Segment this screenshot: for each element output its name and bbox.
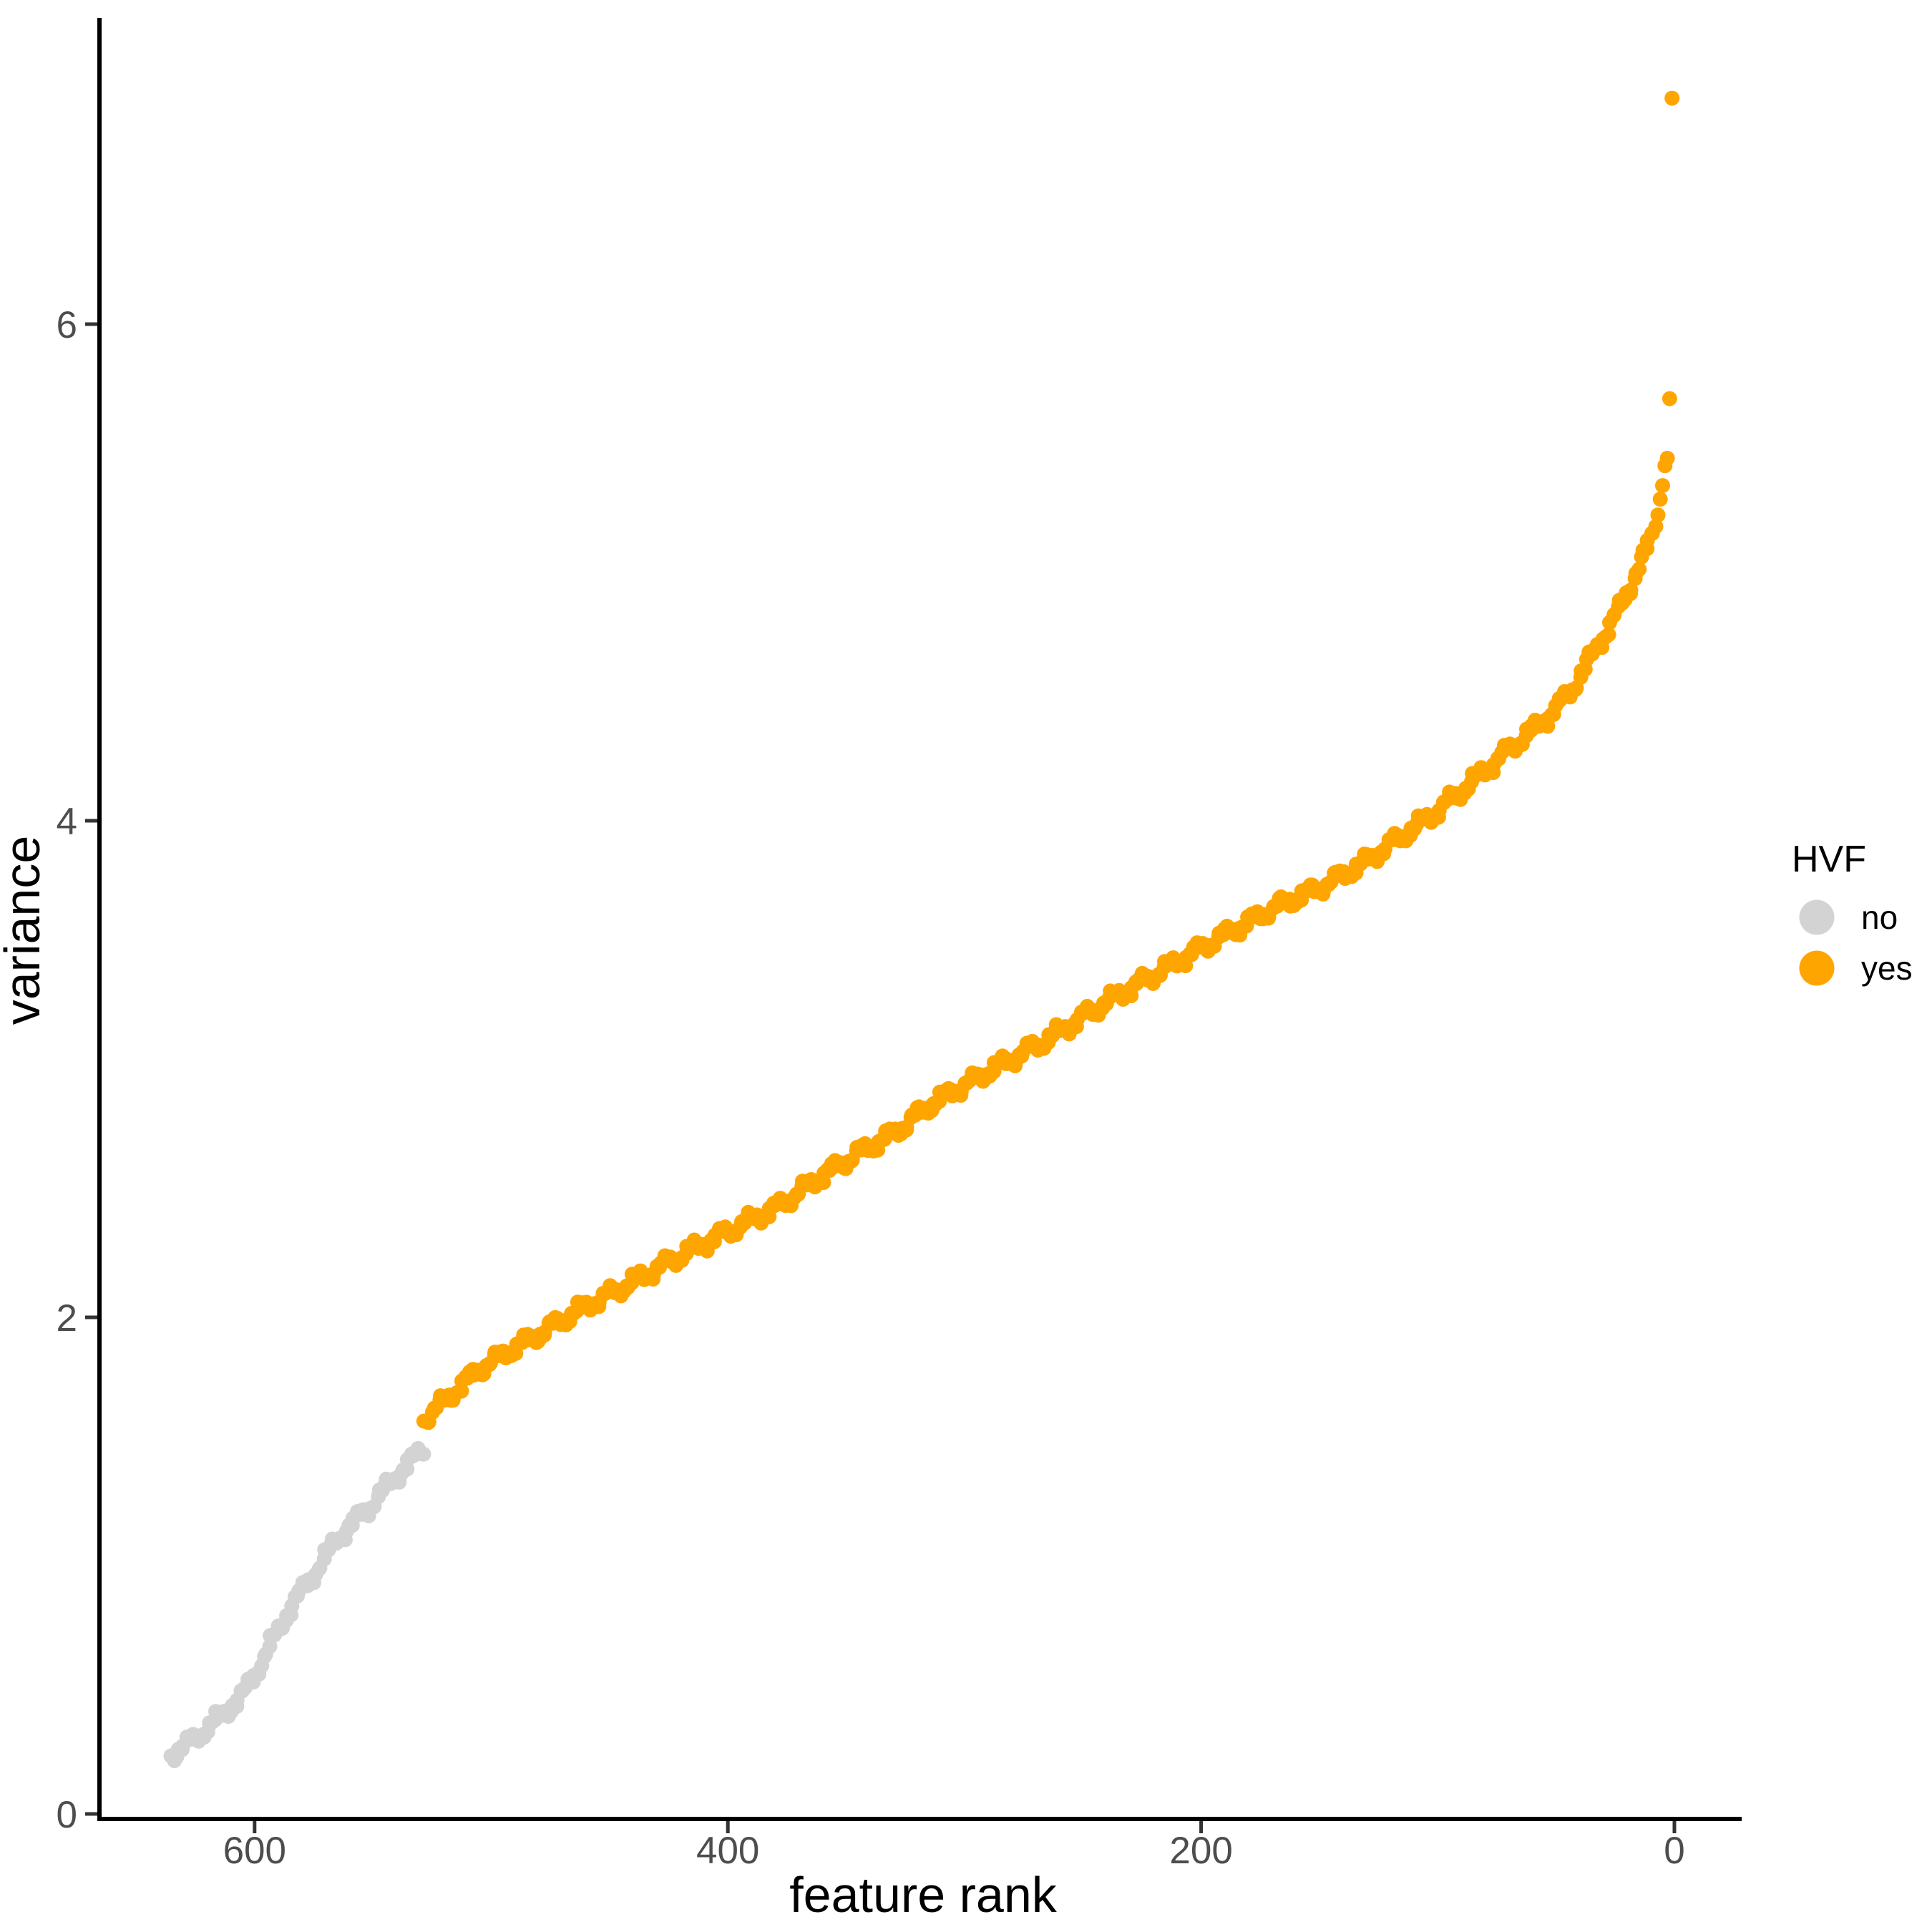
data-point — [1650, 507, 1666, 523]
data-point — [1623, 582, 1639, 598]
data-point — [1659, 450, 1675, 466]
data-point — [416, 1446, 431, 1462]
x-tick-label: 400 — [696, 1830, 759, 1872]
y-tick-label: 6 — [57, 304, 77, 346]
axis-lines — [97, 18, 1742, 1821]
legend-title: HVF — [1792, 839, 1866, 880]
legend-key-yes-circle — [1799, 950, 1835, 986]
data-point — [1631, 562, 1647, 577]
legend-key-no-circle — [1799, 899, 1835, 935]
data-point — [1662, 391, 1677, 406]
data-point — [1655, 478, 1670, 494]
legend-label-yes: yes — [1861, 950, 1913, 987]
x-tick-label: 600 — [223, 1830, 286, 1872]
x-tick-label: 200 — [1169, 1830, 1232, 1872]
y-axis-ticks: 0 2 4 6 — [57, 304, 97, 1836]
data-point — [1648, 519, 1664, 535]
legend-item-no: no — [1799, 899, 1898, 936]
data-point — [262, 1639, 278, 1654]
y-axis-title: variance — [0, 836, 50, 1025]
x-tick-label: 0 — [1664, 1830, 1684, 1872]
scatter-points — [163, 90, 1680, 1768]
y-tick-label: 2 — [57, 1297, 77, 1340]
y-tick-label: 0 — [57, 1794, 77, 1836]
legend: HVF no yes — [1792, 839, 1913, 987]
x-axis-title: feature rank — [789, 1867, 1058, 1923]
data-point — [1601, 627, 1616, 643]
y-tick-label: 4 — [57, 801, 77, 843]
legend-item-yes: yes — [1799, 950, 1913, 987]
legend-label-no: no — [1861, 899, 1898, 936]
data-point — [1652, 492, 1668, 507]
data-point — [1664, 90, 1680, 106]
x-axis-ticks: 600 400 200 0 — [223, 1821, 1685, 1872]
